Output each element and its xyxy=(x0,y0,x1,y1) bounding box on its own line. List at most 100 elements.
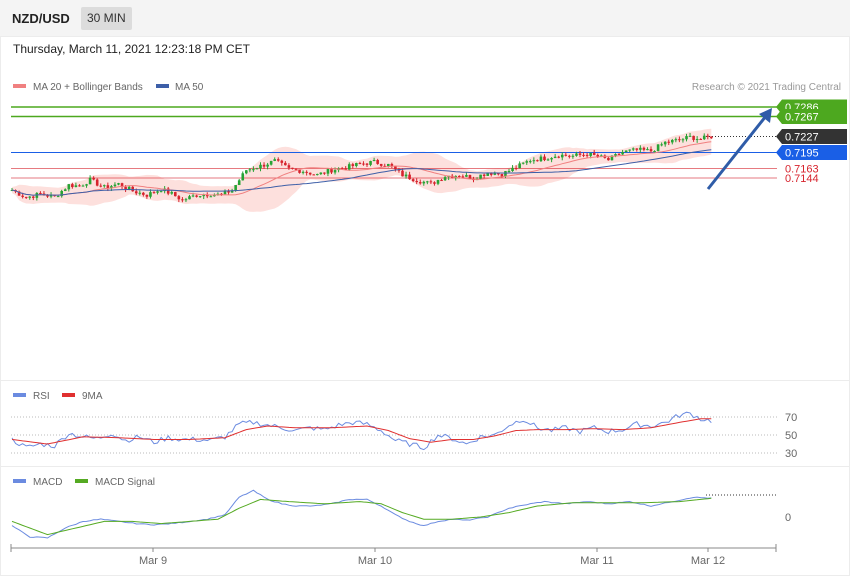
candle-body xyxy=(369,161,372,165)
candle-body xyxy=(525,161,529,163)
candle-body xyxy=(529,161,532,163)
candle-body xyxy=(198,196,202,198)
candle-body xyxy=(418,182,422,184)
candle-body xyxy=(578,153,582,155)
candle-body xyxy=(347,164,351,170)
candle-body xyxy=(145,194,149,197)
candle-body xyxy=(408,174,411,180)
candle-body xyxy=(166,188,170,194)
candle-body xyxy=(422,181,426,184)
candle-body xyxy=(106,185,110,189)
macd-line xyxy=(11,489,712,539)
x-tick-label: Mar 9 xyxy=(139,555,167,567)
x-tick-label: Mar 11 xyxy=(580,555,613,567)
candle-body xyxy=(81,185,85,187)
candle-body xyxy=(387,163,390,166)
candle-body xyxy=(60,191,63,197)
candle-body xyxy=(138,192,142,194)
candle-body xyxy=(227,191,230,193)
candle-body xyxy=(269,160,273,165)
candle-body xyxy=(220,193,223,195)
candle-body xyxy=(678,139,681,141)
rsi-tick-50: 50 xyxy=(785,430,797,442)
candle-body xyxy=(344,168,347,170)
candle-body xyxy=(372,160,376,162)
candle-body xyxy=(209,196,213,198)
x-tick-label: Mar 12 xyxy=(691,555,725,567)
candle-body xyxy=(67,184,71,190)
candle-body xyxy=(266,164,269,167)
rsi-ma-legend-label: 9MA xyxy=(82,391,103,402)
candle-body xyxy=(195,195,198,197)
candle-body xyxy=(49,194,53,197)
candle-body xyxy=(443,177,447,181)
candle-body xyxy=(642,147,646,150)
candle-body xyxy=(120,183,124,187)
rsi-legend-label: RSI xyxy=(33,391,50,402)
rsi-line xyxy=(11,411,712,451)
candle-body xyxy=(415,181,418,183)
macd-signal-legend-label: MACD Signal xyxy=(95,477,155,488)
candle-body xyxy=(550,158,553,160)
price-label-0.7195: 0.7195 xyxy=(785,148,819,160)
candle-body xyxy=(127,186,131,190)
candle-body xyxy=(149,192,152,197)
candle-body xyxy=(312,174,316,176)
candle-body xyxy=(564,154,568,156)
forecast-arrow xyxy=(706,115,768,190)
candle-body xyxy=(702,135,706,140)
rsi-tick-30: 30 xyxy=(785,448,797,460)
rsi-tick-70: 70 xyxy=(785,412,797,424)
candle-body xyxy=(330,168,333,173)
candle-body xyxy=(46,195,49,197)
candle-body xyxy=(589,152,592,156)
candle-body xyxy=(394,166,397,170)
candle-body xyxy=(571,155,575,157)
candle-body xyxy=(156,191,159,193)
candle-body xyxy=(692,135,695,140)
candle-body xyxy=(710,136,713,139)
candle-body xyxy=(205,194,209,197)
candle-body xyxy=(316,174,319,176)
candle-body xyxy=(255,168,259,170)
candle-body xyxy=(298,169,301,173)
candle-body xyxy=(568,155,571,157)
candle-body xyxy=(110,186,113,189)
candle-body xyxy=(10,190,14,192)
candle-body xyxy=(117,183,120,185)
candle-body xyxy=(276,159,280,161)
candle-body xyxy=(646,149,649,151)
candle-body xyxy=(174,192,177,197)
candle-body xyxy=(688,135,692,137)
price-label-0.7267: 0.7267 xyxy=(785,112,819,124)
candle-body xyxy=(365,163,369,165)
candle-body xyxy=(291,167,294,169)
candle-body xyxy=(468,175,472,180)
copyright-text: Research © 2021 Trading Central xyxy=(692,82,841,93)
candle-body xyxy=(362,163,365,165)
candle-body xyxy=(560,154,564,158)
candle-body xyxy=(134,191,138,194)
timeframe-button[interactable]: 30 MIN xyxy=(81,7,132,30)
macd-tick-zero: 0 xyxy=(785,512,791,524)
candle-body xyxy=(582,154,585,156)
support-label-0.7163: 0.7163 xyxy=(785,164,819,176)
candle-body xyxy=(95,179,99,186)
candle-body xyxy=(539,156,543,162)
symbol-label: NZD/USD xyxy=(12,11,70,26)
candle-body xyxy=(323,172,326,174)
candle-body xyxy=(426,181,429,183)
candle-body xyxy=(333,170,337,173)
candle-body xyxy=(159,191,163,193)
candle-body xyxy=(465,175,468,177)
candle-body xyxy=(585,154,589,156)
candle-body xyxy=(440,180,443,182)
candle-body xyxy=(17,191,21,196)
candle-body xyxy=(32,196,35,198)
candle-body xyxy=(355,163,358,166)
candle-body xyxy=(92,177,95,180)
candle-body xyxy=(181,199,184,201)
candle-body xyxy=(511,167,514,171)
candle-body xyxy=(24,196,28,198)
